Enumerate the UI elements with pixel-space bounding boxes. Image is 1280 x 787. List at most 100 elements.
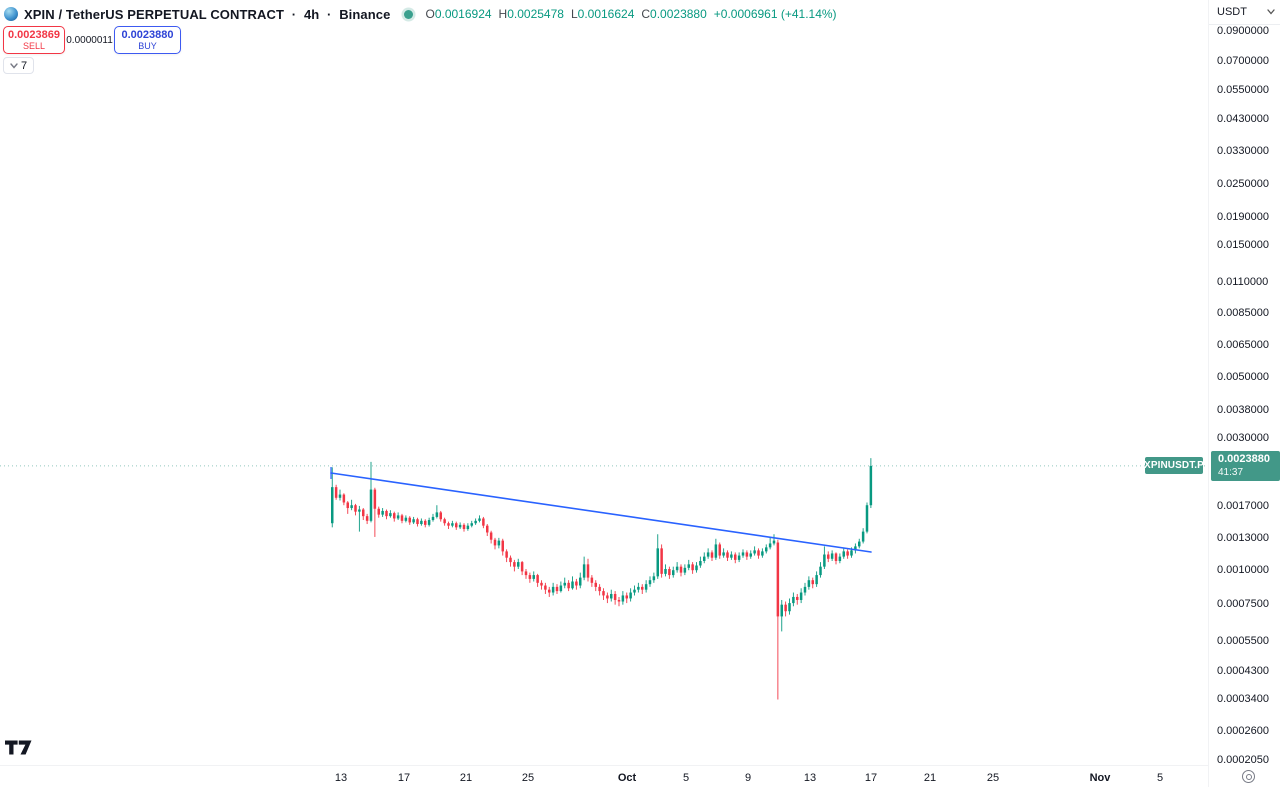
candle-body [803,586,807,593]
candle-body [606,595,609,599]
price-axis[interactable]: USDT 0.0900000 0.0700000 0.0550000 0.043000… [1208,0,1280,787]
low-label: L [570,7,578,21]
price-axis-label: 0.0004300 [1217,664,1269,677]
candle-body [346,502,349,509]
candle-body [792,596,795,604]
candle-body [703,556,706,561]
time-axis-label: 5 [682,772,690,784]
time-axis-label: 13 [803,772,817,784]
candle-body [807,580,811,587]
buy-button[interactable]: 0.0023880 BUY [114,26,181,54]
bar-countdown: 41:37 [1218,466,1244,478]
candle-body [524,571,528,576]
candle-body [447,523,450,526]
candle-body [493,539,497,546]
price-axis-label: 0.0003400 [1217,692,1269,705]
candle-body [641,586,644,590]
time-axis-label: 17 [397,772,411,784]
candle-body [858,541,861,547]
symbol-name: XPIN / TetherUS PERPETUAL CONTRACT [24,6,285,22]
candle-body [737,555,741,560]
symbol-title[interactable]: XPIN / TetherUS PERPETUAL CONTRACT · 4h … [24,7,390,22]
candle-body [400,515,404,521]
candle-body [559,585,563,592]
candle-body [489,532,493,540]
candle-body [501,540,504,552]
price-axis-label: 0.0013000 [1217,532,1269,545]
scale-settings-icon[interactable] [1242,770,1255,783]
candle-body [613,593,617,600]
candle-body [579,577,582,586]
price-axis-label: 0.0900000 [1217,24,1269,37]
candle-body [617,599,621,602]
close-value: 0.0023880 [650,7,707,21]
chevron-down-icon [10,62,18,69]
candle-body [598,586,601,592]
tradingview-logo-icon[interactable] [5,740,32,760]
candle-body [544,585,547,590]
trendline-drawing[interactable] [330,472,872,553]
legend-collapse-chip[interactable]: 7 [3,57,35,74]
spread-value: 0.0000011 [66,34,113,46]
candle-body [381,510,384,515]
candle-body [757,550,760,556]
candle-body [354,505,357,512]
candle-body [404,517,408,521]
candle-body [672,570,675,576]
candle-body [362,509,365,517]
close-label: C [641,7,651,21]
indicator-count: 7 [21,59,28,72]
candle-body [830,553,834,559]
candle-body [427,520,431,525]
price-axis-currency-dropdown[interactable]: USDT [1209,0,1280,25]
candle-body [586,564,590,578]
time-axis[interactable]: 13 17 21 25 Oct 5 9 13 17 21 25 Nov 5 [0,765,1208,787]
chart-pane[interactable]: XPINUSDT.P [0,0,1208,765]
candle-body [393,513,396,519]
ohlc-values: O0.0016924 H0.0025478 L0.0016624 C0.0023… [425,7,836,21]
candle-body [776,542,780,617]
interval-label[interactable]: 4h [303,6,320,22]
candle-body [788,603,791,612]
candle-body [443,519,446,524]
exchange-label: Binance [339,6,391,22]
market-status-icon[interactable] [404,9,414,19]
candle-body [656,548,659,577]
candle-body [412,519,415,523]
candle-body [772,540,776,544]
price-axis-label: 0.0700000 [1217,54,1269,67]
candle-body [730,554,733,558]
time-axis-label: Oct [617,772,637,784]
symbol-legend[interactable]: XPIN / TetherUS PERPETUAL CONTRACT · 4h … [4,5,837,23]
candle-body [846,551,849,556]
price-axis-label: 0.0110000 [1217,276,1269,289]
candle-body [513,562,516,567]
separator-dot: · [327,6,332,22]
candle-body [385,510,388,517]
candlestick-chart[interactable] [0,0,1208,765]
candle-body [799,592,803,600]
sell-button[interactable]: 0.0023869 SELL [3,26,65,54]
candle-body [435,512,439,517]
candle-body [486,525,489,533]
candle-body [497,540,501,546]
price-axis-label: 0.0007500 [1217,598,1269,611]
candle-body [470,523,473,526]
candle-body [455,523,458,528]
candle-body [594,582,597,587]
candle-body [710,552,714,558]
candle-body [555,586,559,592]
price-axis-label: 0.0050000 [1217,370,1269,383]
candle-body [629,592,632,599]
candle-body [749,553,752,557]
candle-body [610,593,613,599]
candle-body [652,576,656,581]
sell-label: SELL [22,40,46,51]
candle-body [637,586,640,590]
candle-body [722,552,725,556]
price-axis-label: 0.0002600 [1217,725,1269,738]
symbol-logo-icon [4,7,18,21]
candle-body [509,557,512,563]
candle-body [834,553,838,561]
candle-body [854,546,857,551]
